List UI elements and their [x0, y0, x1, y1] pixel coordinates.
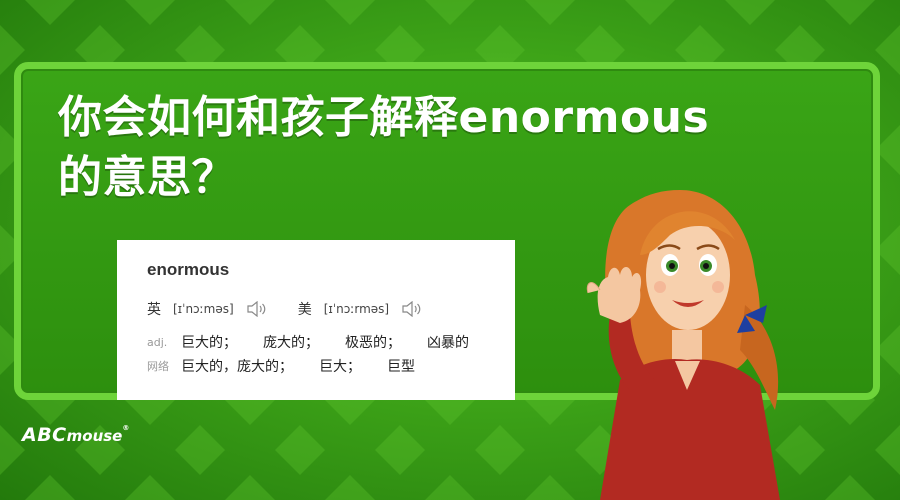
- background-diamond: [875, 425, 900, 475]
- background-diamond: [825, 475, 875, 500]
- speaker-icon[interactable]: [401, 300, 423, 318]
- part-of-speech: adj.: [147, 335, 168, 349]
- background-diamond: [0, 325, 25, 375]
- meaning: 凶暴的: [427, 335, 469, 351]
- background-diamond: [0, 225, 25, 275]
- page-title: 你会如何和孩子解释enormous 的意思？: [58, 88, 709, 208]
- background-diamond: [825, 0, 875, 25]
- logo-abc: ABC: [22, 424, 67, 446]
- background-diamond: [875, 125, 900, 175]
- meaning: 巨型: [387, 359, 415, 375]
- background-diamond: [225, 475, 275, 500]
- meaning: 庞大的；: [263, 335, 319, 351]
- background-diamond: [75, 425, 125, 475]
- background-diamond: [875, 225, 900, 275]
- background-diamond: [375, 425, 425, 475]
- background-diamond: [175, 425, 225, 475]
- logo-registered: ®: [122, 424, 130, 432]
- background-diamond: [425, 0, 475, 25]
- pronunciation-row: 英 [ɪˈnɔːməs] 美 [ɪˈnɔːrməs]: [147, 298, 515, 320]
- background-diamond: [725, 0, 775, 25]
- background-diamond: [775, 425, 825, 475]
- meaning: 巨大；: [319, 359, 361, 375]
- background-diamond: [425, 475, 475, 500]
- background-diamond: [525, 475, 575, 500]
- background-diamond: [325, 475, 375, 500]
- background-diamond: [125, 475, 175, 500]
- us-ipa: [ɪˈnɔːrməs]: [323, 302, 390, 316]
- background-diamond: [625, 0, 675, 25]
- title-line-1: 你会如何和孩子解释enormous: [58, 92, 710, 143]
- definition-row-web: 网络 巨大的，庞大的； 巨大； 巨型: [147, 354, 515, 378]
- background-diamond: [875, 25, 900, 75]
- background-diamond: [0, 25, 25, 75]
- meaning: 极恶的；: [345, 335, 401, 351]
- background-diamond: [475, 425, 525, 475]
- uk-ipa: [ɪˈnɔːməs]: [173, 302, 234, 316]
- uk-label: 英: [147, 302, 161, 318]
- background-diamond: [0, 125, 25, 175]
- background-diamond: [225, 0, 275, 25]
- abcmouse-logo: ABCmouse®: [22, 424, 129, 446]
- background-diamond: [125, 0, 175, 25]
- teacher-character-illustration: [586, 190, 780, 500]
- part-of-speech: 网络: [147, 360, 169, 373]
- background-diamond: [0, 425, 25, 475]
- background-diamond: [875, 325, 900, 375]
- logo-mouse: mouse: [66, 427, 123, 445]
- us-label: 美: [297, 302, 312, 318]
- background-diamond: [25, 475, 75, 500]
- background-diamond: [25, 0, 75, 25]
- dictionary-card: enormous 英 [ɪˈnɔːməs] 美 [ɪˈnɔːrməs] adj.…: [117, 240, 515, 400]
- meaning: 巨大的；: [181, 335, 237, 351]
- background-diamond: [525, 0, 575, 25]
- dictionary-word: enormous: [147, 260, 230, 279]
- title-line-2: 的意思？: [58, 152, 236, 203]
- background-diamond: [275, 425, 325, 475]
- background-diamond: [325, 0, 375, 25]
- meaning: 巨大的，庞大的；: [181, 359, 293, 375]
- speaker-icon[interactable]: [246, 300, 268, 318]
- definition-row-adj: adj. 巨大的； 庞大的； 极恶的； 凶暴的: [147, 330, 515, 354]
